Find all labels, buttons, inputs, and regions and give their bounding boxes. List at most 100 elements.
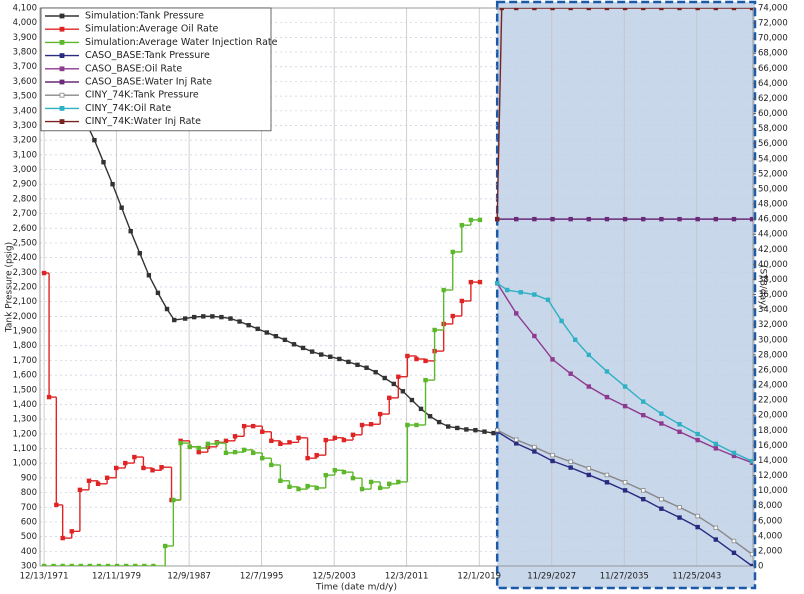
data-point — [409, 397, 415, 403]
data-point — [641, 496, 646, 502]
data-point — [695, 437, 700, 443]
y-tick-label: 4,100 — [13, 4, 37, 14]
data-point — [550, 357, 555, 362]
data-point — [713, 216, 719, 222]
data-point — [287, 440, 292, 445]
data-point — [364, 365, 369, 370]
data-point — [713, 525, 719, 531]
data-point — [713, 8, 719, 11]
data-point — [713, 441, 719, 447]
data-point — [223, 438, 229, 444]
y2-tick-label: 42,000 — [758, 245, 788, 255]
data-point — [228, 316, 233, 321]
data-point — [368, 479, 374, 485]
data-point — [550, 8, 555, 11]
legend-marker — [59, 92, 65, 98]
data-point — [749, 8, 753, 11]
data-point — [137, 251, 142, 256]
data-point — [332, 435, 338, 441]
data-point — [695, 513, 700, 519]
y2-tick-label: 68,000 — [758, 49, 788, 59]
data-point — [54, 502, 59, 508]
data-point — [150, 468, 155, 473]
data-point — [328, 354, 333, 359]
y2-tick-label: 18,000 — [758, 426, 788, 436]
data-point — [532, 292, 537, 297]
y2-tick-label: 6,000 — [758, 516, 782, 526]
data-point — [659, 496, 664, 502]
y2-tick-label: 2,000 — [758, 546, 782, 556]
data-point — [314, 452, 319, 458]
y-tick-label: 3,100 — [13, 150, 37, 160]
data-point — [568, 8, 573, 11]
data-point — [568, 371, 573, 376]
data-point — [196, 449, 201, 455]
y-tick-label: 1,200 — [13, 429, 37, 439]
legend-marker — [59, 66, 65, 72]
data-point — [377, 485, 383, 491]
data-point — [264, 330, 269, 335]
data-point — [518, 290, 523, 295]
data-point — [391, 381, 396, 387]
data-point — [178, 440, 183, 446]
y-tick-label: 3,300 — [13, 121, 37, 131]
data-point — [396, 374, 401, 379]
data-point — [69, 563, 74, 566]
y2-tick-label: 22,000 — [758, 396, 788, 406]
legend-label: CINY_74K:Water Inj Rate — [85, 116, 201, 127]
data-point — [586, 8, 592, 11]
y-tick-label: 3,800 — [13, 48, 37, 58]
data-point — [455, 425, 460, 431]
data-point — [749, 552, 753, 557]
data-point — [731, 538, 737, 544]
data-point — [114, 563, 120, 566]
y-tick-label: 1,100 — [13, 444, 37, 454]
y-axis-title: Tank Pressure (psig) — [5, 242, 15, 333]
data-point — [731, 550, 737, 555]
legend-marker — [59, 79, 65, 85]
x-tick-label: 12/5/2003 — [312, 572, 356, 582]
data-point — [749, 563, 753, 566]
data-point — [731, 216, 737, 222]
data-point — [586, 472, 592, 478]
data-point — [92, 137, 97, 143]
data-point — [414, 356, 419, 362]
data-point — [377, 411, 383, 417]
y-tick-label: 2,100 — [13, 297, 37, 307]
data-point — [604, 480, 610, 485]
series-layer — [41, 8, 753, 566]
data-point — [622, 488, 628, 493]
y-tick-label: 300 — [21, 562, 37, 572]
y2-tick-label: 12,000 — [758, 471, 788, 481]
data-point — [604, 8, 610, 11]
x-tick-label: 12/1/2019 — [457, 572, 501, 582]
data-point — [568, 459, 573, 464]
y2-tick-label: 52,000 — [758, 169, 788, 179]
y-tick-label: 2,500 — [13, 238, 37, 248]
data-point — [400, 389, 406, 394]
data-point — [446, 424, 451, 429]
data-point — [459, 298, 465, 304]
data-point — [545, 297, 551, 303]
data-point — [219, 314, 224, 320]
data-point — [414, 422, 419, 428]
y-tick-label: 500 — [21, 532, 37, 542]
data-point — [162, 543, 168, 549]
legend-marker — [59, 106, 65, 111]
data-point — [482, 429, 487, 434]
legend-marker — [59, 26, 65, 32]
y2-tick-label: 28,000 — [758, 350, 788, 360]
data-point — [287, 484, 292, 490]
data-point — [223, 450, 229, 456]
y-tick-label: 4,000 — [13, 18, 37, 28]
data-point — [104, 475, 110, 480]
legend-marker — [59, 53, 65, 58]
data-point — [278, 478, 283, 483]
data-point — [677, 216, 682, 222]
data-point — [450, 249, 455, 255]
data-point — [432, 327, 437, 333]
data-point — [550, 452, 555, 458]
data-point — [373, 369, 378, 375]
data-point — [504, 287, 510, 293]
data-point — [282, 337, 288, 343]
